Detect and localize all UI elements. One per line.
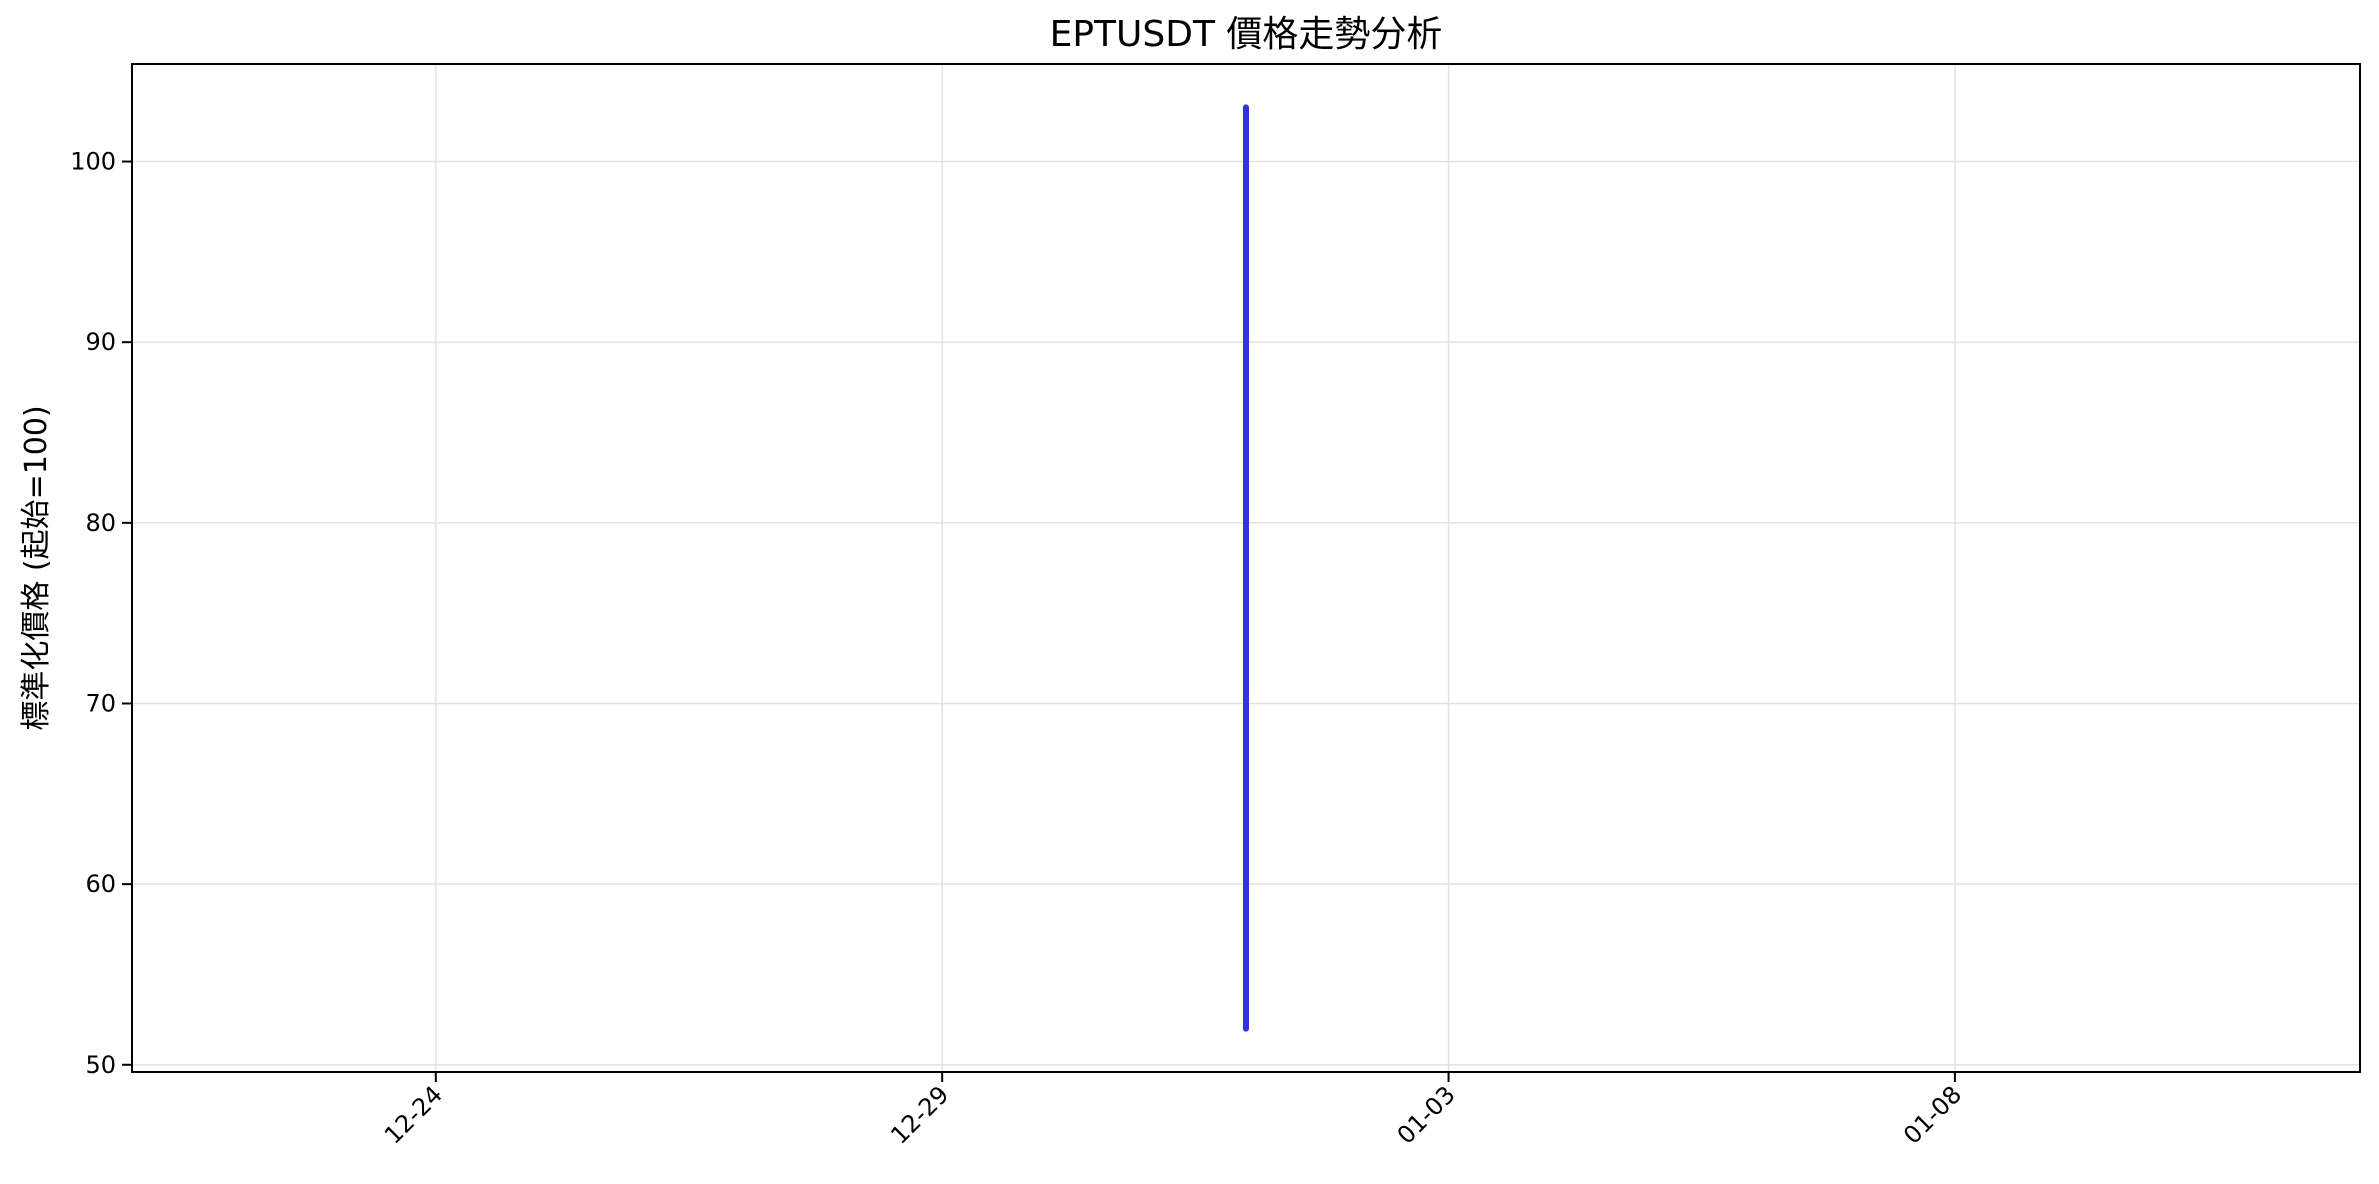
x-tick-label: 01-08	[1898, 1080, 1967, 1149]
x-tick-label: 01-03	[1392, 1080, 1461, 1149]
x-tick-label: 12-29	[885, 1080, 954, 1149]
y-tick-label: 80	[85, 509, 116, 537]
y-tick-label: 90	[85, 328, 116, 356]
y-axis-label: 標準化價格 (起始=100)	[19, 405, 54, 730]
y-tick-label: 50	[85, 1051, 116, 1079]
chart-title: EPTUSDT 價格走勢分析	[1050, 14, 1443, 55]
x-tick-label: 12-24	[379, 1080, 448, 1149]
plot-frame	[131, 63, 2361, 1073]
y-tick-label: 60	[85, 870, 116, 898]
y-tick-label: 100	[70, 148, 116, 176]
y-tick-label: 70	[85, 689, 116, 717]
ticks-layer: 50 60 70 80 90 100 12-24 12-29 01-03 01-08	[70, 148, 1967, 1150]
